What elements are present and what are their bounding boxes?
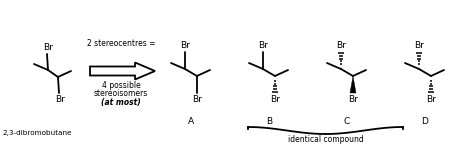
Text: D: D <box>421 118 428 126</box>
Text: Br: Br <box>414 40 424 50</box>
Text: 2,3-dibromobutane: 2,3-dibromobutane <box>2 130 72 136</box>
Text: C: C <box>344 118 350 126</box>
Text: Br: Br <box>336 40 346 50</box>
Polygon shape <box>90 62 155 79</box>
Text: Br: Br <box>192 95 202 105</box>
Text: 4 possible: 4 possible <box>101 80 140 90</box>
Text: stereoisomers: stereoisomers <box>94 89 148 97</box>
Text: B: B <box>266 118 272 126</box>
Text: Br: Br <box>258 40 268 50</box>
Text: Br: Br <box>43 42 53 52</box>
Text: Br: Br <box>180 40 190 50</box>
Text: Br: Br <box>270 95 280 105</box>
Text: A: A <box>188 118 194 126</box>
Polygon shape <box>350 76 356 93</box>
Text: Br: Br <box>426 95 436 105</box>
Text: Br: Br <box>348 95 358 105</box>
Text: 2 stereocentres =: 2 stereocentres = <box>87 39 155 49</box>
Text: (at most): (at most) <box>101 97 141 107</box>
Text: Br: Br <box>55 95 65 105</box>
Text: identical compound: identical compound <box>288 134 364 144</box>
